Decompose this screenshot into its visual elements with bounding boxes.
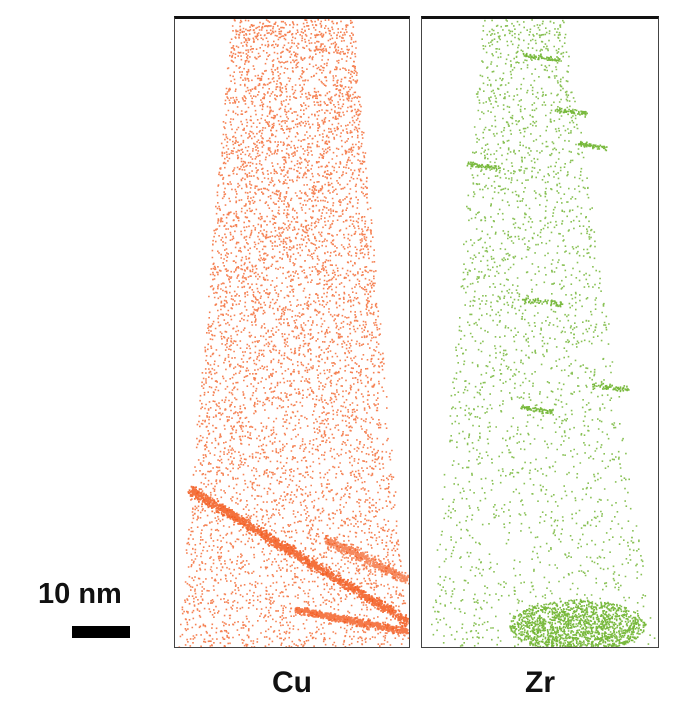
cu-atom-map xyxy=(178,19,409,647)
cu-element-label: Cu xyxy=(272,666,312,699)
scale-bar-label: 10 nm xyxy=(38,578,122,610)
zr-atom-map-panel xyxy=(421,16,659,648)
scale-bar xyxy=(72,626,130,638)
zr-element-label: Zr xyxy=(525,666,555,699)
cu-atom-map-panel xyxy=(174,16,410,648)
zr-atom-map xyxy=(431,19,656,647)
